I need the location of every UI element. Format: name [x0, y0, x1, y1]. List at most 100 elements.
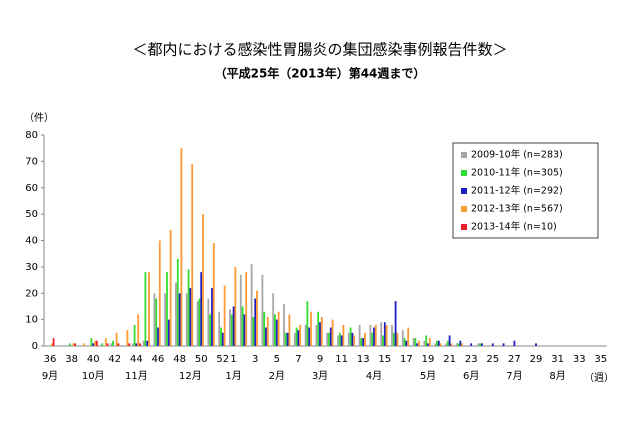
bar	[319, 322, 321, 346]
month-label: 7月	[506, 370, 522, 382]
x-tick-label: 15	[378, 354, 391, 365]
bar	[293, 332, 296, 346]
bar	[146, 340, 149, 346]
bar	[158, 240, 161, 346]
bar	[479, 343, 482, 346]
legend-box	[452, 142, 599, 239]
legend-swatch	[461, 224, 467, 230]
bar	[50, 343, 53, 346]
x-tick-label: 25	[486, 354, 499, 365]
bar	[477, 343, 480, 346]
bar	[137, 314, 140, 346]
bar	[275, 319, 278, 346]
x-tick-label: 19	[422, 354, 435, 365]
x-tick-label: 40	[87, 354, 100, 365]
x-tick-label: 46	[152, 354, 165, 365]
month-label: 9月	[42, 370, 58, 382]
bar	[241, 306, 244, 346]
bar	[481, 343, 483, 346]
legend-label: 2012-13年 (n=567)	[471, 203, 563, 215]
y-tick-label: 70	[25, 156, 38, 167]
bar	[101, 343, 104, 346]
legend-swatch	[461, 152, 467, 158]
bar	[223, 285, 226, 346]
bar	[176, 258, 179, 346]
bar	[243, 314, 246, 346]
bar	[412, 338, 415, 346]
x-tick-label: 17	[400, 354, 413, 365]
bar	[446, 340, 449, 346]
bar	[229, 309, 231, 346]
bar	[310, 311, 312, 346]
bar	[200, 272, 203, 346]
bar	[371, 332, 374, 346]
x-tick-label: 44	[130, 354, 143, 365]
x-tick-label: 50	[195, 354, 208, 365]
bar	[347, 332, 350, 346]
y-tick-label: 60	[25, 183, 38, 194]
bar	[326, 332, 329, 346]
month-label: 4月	[366, 370, 382, 382]
bar	[331, 319, 334, 346]
bar	[239, 274, 242, 346]
x-tick-label: 13	[357, 354, 370, 365]
x-tick-label: 38	[65, 354, 78, 365]
bar	[427, 343, 429, 346]
bar	[178, 293, 181, 346]
bar	[220, 327, 222, 346]
month-label: 8月	[549, 370, 565, 382]
bar	[207, 298, 210, 346]
chart-subtitle: （平成25年（2013年）第44週まで）	[215, 66, 426, 81]
bar	[351, 332, 354, 346]
y-tick-label: 40	[25, 236, 38, 247]
month-label: 11月	[125, 370, 148, 382]
bar	[245, 272, 248, 346]
x-tick-label: 9	[317, 354, 323, 365]
bar	[218, 311, 221, 346]
bar	[72, 343, 75, 346]
bar	[187, 269, 190, 346]
bar	[308, 327, 311, 346]
y-tick-label: 50	[25, 209, 38, 220]
bar	[434, 343, 437, 346]
bar	[414, 338, 417, 346]
bar	[439, 343, 442, 346]
x-tick-label: 35	[594, 354, 607, 365]
x-tick-label: 36	[44, 354, 57, 365]
bar	[234, 266, 237, 346]
bar	[164, 293, 167, 346]
y-tick-label: 80	[25, 130, 38, 141]
x-tick-label: 1	[230, 354, 236, 365]
bar	[364, 332, 366, 346]
bar	[274, 314, 276, 346]
bar	[256, 290, 258, 346]
bar	[117, 343, 120, 346]
y-tick-label: 20	[25, 288, 38, 299]
bar	[189, 287, 192, 346]
x-tick-label: 5	[274, 354, 280, 365]
bar	[283, 303, 285, 346]
x-tick-label: 3	[252, 354, 258, 365]
legend-swatch	[461, 188, 467, 194]
bar	[230, 314, 233, 346]
bar	[342, 324, 345, 346]
bar	[288, 314, 291, 346]
bar	[254, 298, 257, 346]
bar	[374, 324, 377, 346]
bar	[277, 311, 280, 346]
bar	[391, 324, 393, 346]
month-label: 2月	[269, 370, 285, 382]
bar	[304, 324, 307, 346]
month-label: 5月	[420, 370, 436, 382]
bar	[139, 343, 141, 346]
x-tick-label: 33	[573, 354, 586, 365]
bar	[175, 282, 177, 346]
legend-swatch	[461, 206, 467, 212]
bar	[394, 301, 397, 346]
x-tick-label: 52	[216, 354, 229, 365]
bar	[153, 293, 156, 346]
bar	[94, 340, 96, 346]
bar	[196, 301, 199, 346]
bar	[92, 343, 95, 346]
y-tick-label: 0	[32, 341, 38, 352]
